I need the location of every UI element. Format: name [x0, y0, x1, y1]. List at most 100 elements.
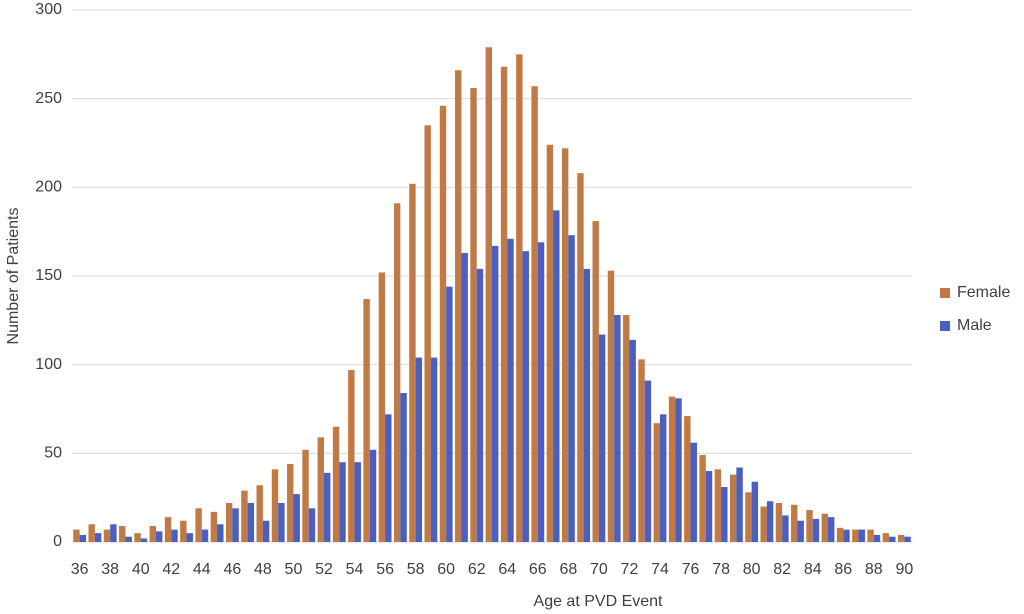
bar — [439, 105, 447, 542]
bar — [577, 173, 584, 542]
bar — [889, 536, 896, 542]
y-axis-label: Number of Patients — [5, 208, 22, 345]
bar — [317, 437, 324, 542]
bar — [369, 449, 377, 542]
bar — [714, 469, 722, 542]
bar — [507, 238, 514, 542]
bar — [201, 529, 209, 542]
bar — [271, 469, 279, 542]
bar — [324, 472, 331, 542]
bar — [455, 70, 462, 542]
legend-swatch — [940, 288, 950, 298]
y-tick-label: 200 — [35, 179, 62, 196]
bar — [607, 270, 615, 542]
bar — [430, 357, 438, 542]
bar — [180, 520, 187, 542]
bar — [614, 315, 621, 542]
bar — [492, 245, 499, 542]
bar — [684, 416, 691, 542]
x-tick-label: 50 — [285, 561, 303, 578]
bar — [745, 492, 752, 542]
x-tick-label: 38 — [101, 561, 119, 578]
x-tick-label: 86 — [834, 561, 852, 578]
x-tick-label: 84 — [804, 561, 822, 578]
bar — [308, 508, 316, 542]
bar — [88, 524, 95, 542]
bar — [385, 414, 392, 542]
bar — [149, 526, 156, 542]
bar — [302, 449, 309, 542]
bar — [568, 235, 575, 543]
bar — [629, 339, 636, 542]
bar — [836, 527, 844, 542]
bar — [348, 369, 355, 542]
bar — [782, 515, 789, 542]
x-tick-label: 48 — [254, 561, 272, 578]
bar — [516, 54, 523, 542]
bar — [592, 221, 599, 542]
bar — [354, 462, 361, 542]
x-tick-label: 66 — [529, 561, 547, 578]
bar — [561, 148, 569, 542]
bar — [583, 268, 591, 542]
bar — [476, 268, 484, 542]
legend-label: Female — [957, 284, 1010, 301]
bar — [241, 490, 248, 542]
bar — [400, 393, 407, 542]
bar — [110, 524, 117, 542]
bar — [461, 252, 468, 543]
x-tick-label: 80 — [743, 561, 761, 578]
bar — [821, 513, 828, 542]
x-tick-label: 42 — [162, 561, 180, 578]
bar — [867, 529, 874, 542]
x-tick-label: 60 — [437, 561, 455, 578]
bar — [393, 203, 401, 542]
x-tick-label: 40 — [132, 561, 150, 578]
bar — [766, 501, 774, 542]
bar — [638, 359, 645, 542]
y-tick-label: 150 — [35, 267, 62, 284]
x-tick-label: 44 — [193, 561, 211, 578]
bar — [415, 357, 423, 542]
y-tick-label: 300 — [35, 1, 62, 18]
x-tick-label: 90 — [895, 561, 913, 578]
x-tick-label: 58 — [407, 561, 425, 578]
bar — [210, 511, 218, 542]
bar — [828, 517, 835, 542]
x-tick-label: 88 — [865, 561, 883, 578]
bar — [470, 88, 477, 542]
bar — [485, 47, 492, 543]
bar — [760, 506, 767, 542]
bar — [103, 529, 111, 542]
x-tick-label: 56 — [376, 561, 394, 578]
bar — [653, 423, 660, 542]
bar — [644, 380, 652, 542]
bar — [806, 510, 813, 542]
bar — [278, 502, 285, 542]
bar — [217, 524, 224, 542]
bar — [882, 533, 890, 542]
bar — [247, 502, 255, 542]
bar — [623, 315, 630, 542]
bar — [852, 529, 859, 542]
bar — [378, 272, 386, 542]
bar — [775, 502, 783, 542]
bar — [537, 242, 545, 542]
x-tick-label: 76 — [682, 561, 700, 578]
bar — [791, 504, 798, 542]
bar — [424, 125, 431, 543]
bar — [736, 467, 743, 542]
bar — [125, 536, 132, 542]
bar — [843, 529, 850, 542]
bar — [339, 462, 346, 542]
bar — [287, 463, 294, 542]
bar — [363, 299, 370, 542]
bar — [256, 485, 263, 542]
bar — [119, 526, 126, 542]
bar — [660, 414, 667, 542]
bar — [225, 502, 233, 542]
bar — [690, 442, 697, 542]
bar — [858, 529, 865, 542]
bar — [897, 534, 905, 542]
